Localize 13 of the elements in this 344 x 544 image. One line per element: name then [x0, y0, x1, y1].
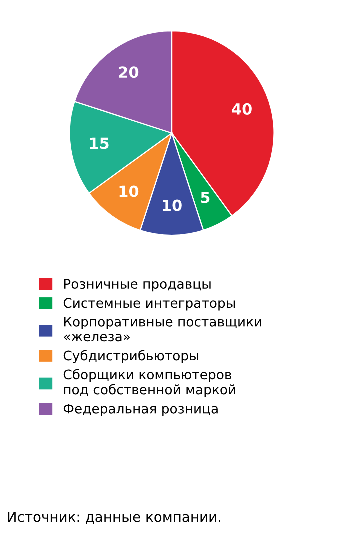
data-label: 10 — [163, 200, 182, 212]
legend-label: Корпоративные поставщики «железа» — [64, 317, 262, 342]
legend-label: Федеральная розница — [64, 404, 218, 416]
data-label: 15 — [90, 138, 109, 150]
data-label: 5 — [201, 192, 210, 204]
data-label: 40 — [232, 103, 252, 115]
data-label: 20 — [119, 66, 139, 78]
legend-label: Сборщики компьютеров под собственной маркой — [64, 369, 236, 398]
text: Источник: данные компании. — [8, 512, 220, 524]
data-label: 10 — [120, 186, 139, 198]
legend-label: Розничные продавцы — [64, 279, 211, 292]
legend-label: Субдистрибьюторы — [64, 350, 198, 364]
legend-label: Системные интеграторы — [64, 298, 236, 311]
